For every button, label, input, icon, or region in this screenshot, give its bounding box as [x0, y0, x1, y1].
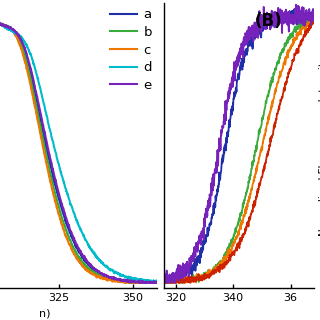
Legend: a, b, c, d, e: a, b, c, d, e [109, 7, 153, 93]
Text: n): n) [39, 309, 51, 319]
Y-axis label: Normalized Fluorescence Intensity
(a.u.): Normalized Fluorescence Intensity (a.u.) [319, 56, 320, 236]
Text: (B): (B) [255, 12, 283, 30]
